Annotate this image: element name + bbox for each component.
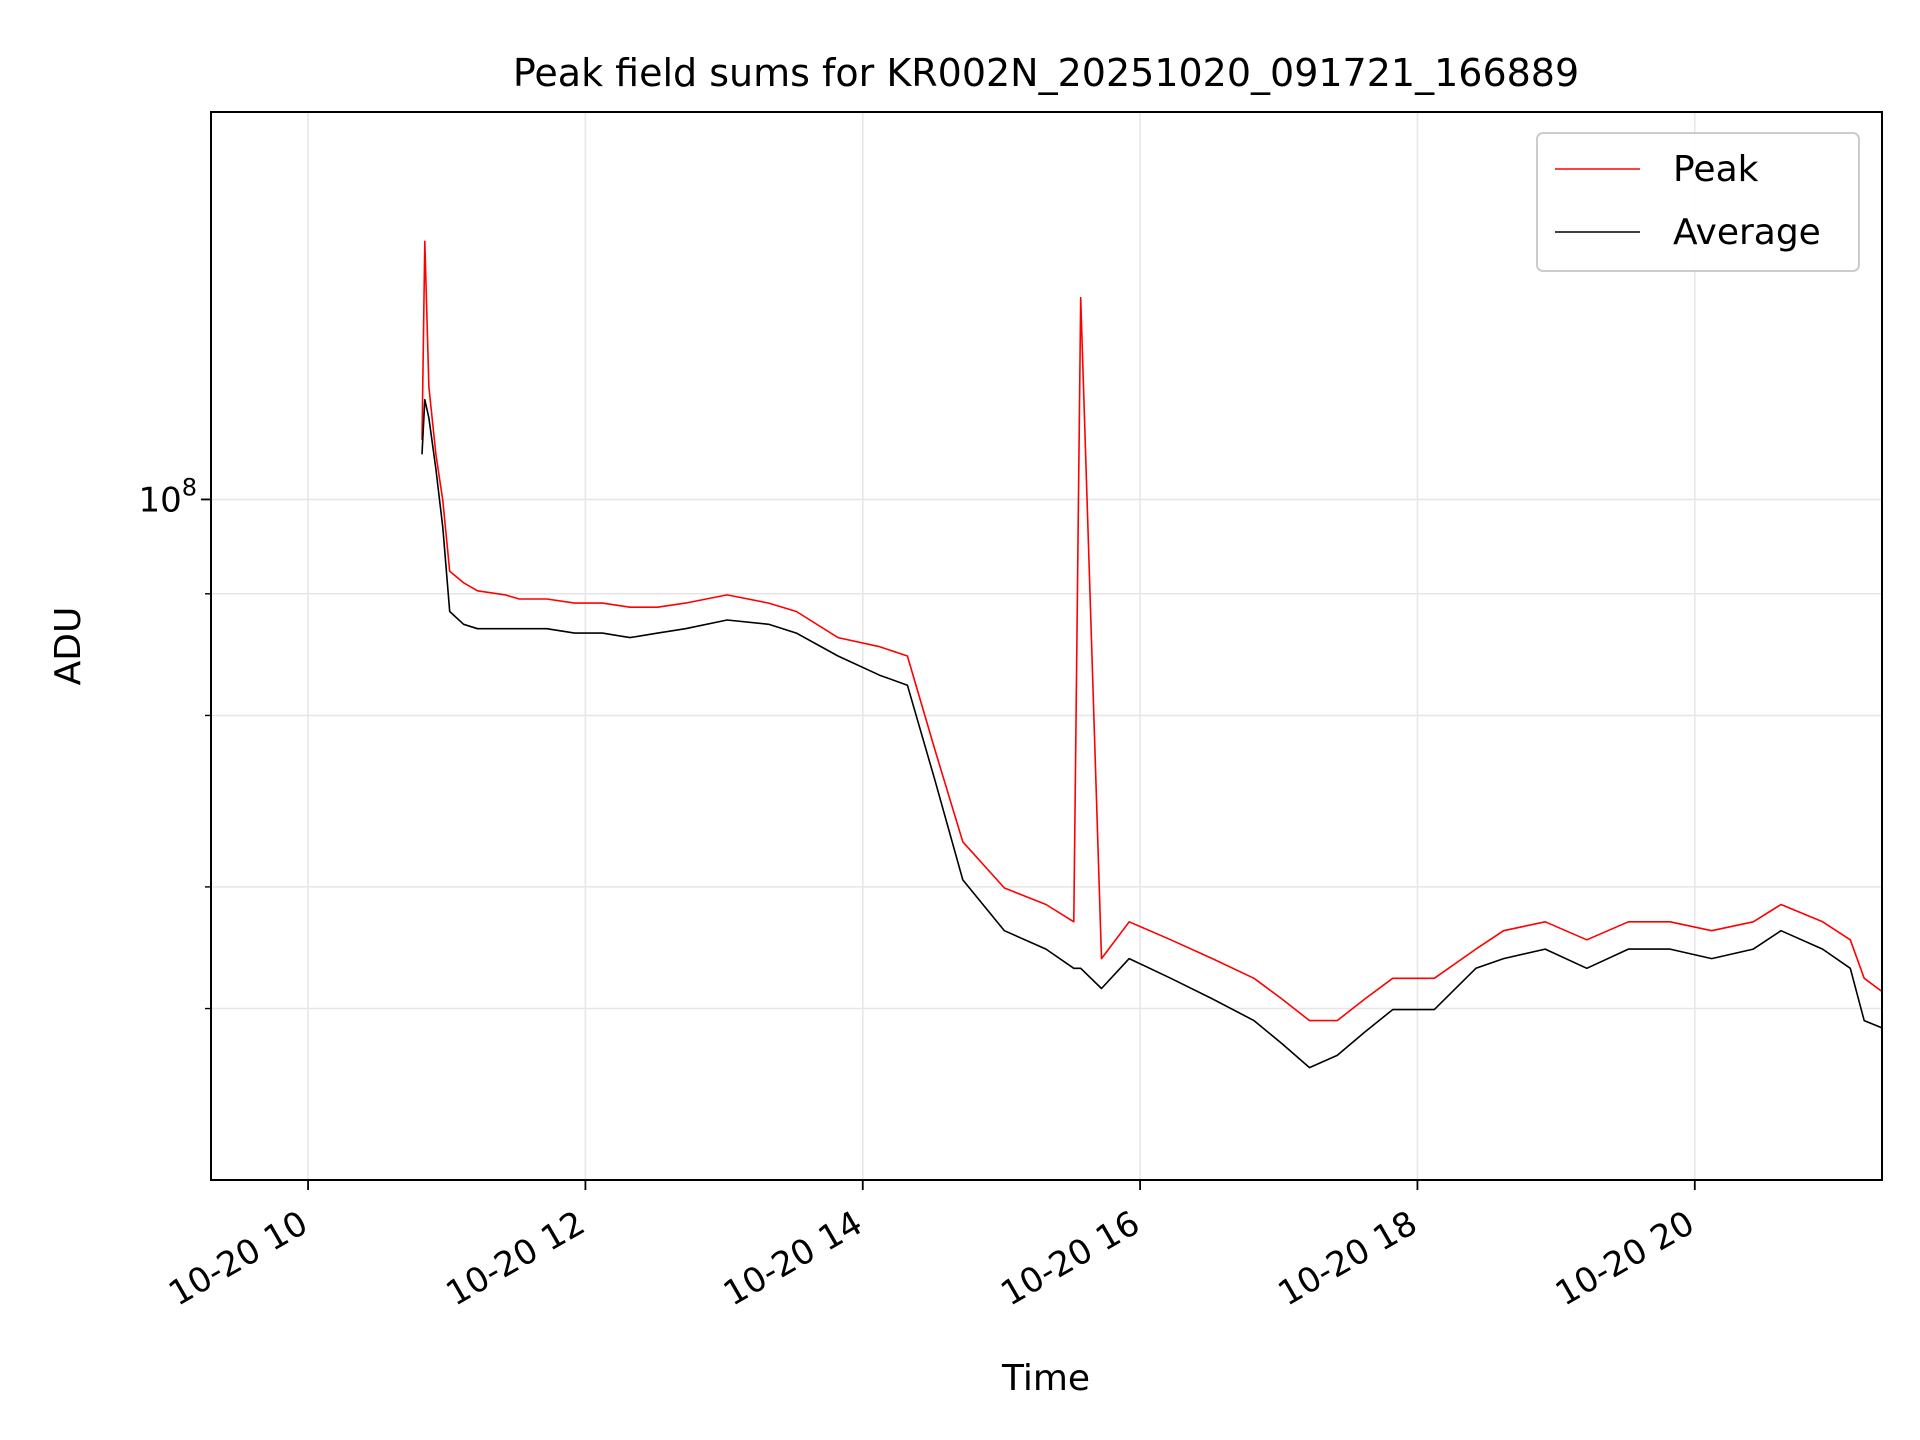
legend-label-peak: Peak: [1673, 149, 1759, 190]
chart-title: Peak field sums for KR002N_20251020_0917…: [513, 51, 1579, 95]
grid-lines: [211, 112, 1882, 1180]
x-axis-label: Time: [1001, 1358, 1090, 1399]
series-line-average: [421, 398, 1882, 1069]
y-axis-label: ADU: [48, 607, 89, 686]
legend: Peak Average: [1536, 132, 1860, 272]
legend-box: [1536, 132, 1860, 272]
plot-frame: [210, 111, 1883, 1181]
series-line-peak: [421, 240, 1882, 1022]
y-tick-label: 108: [138, 473, 197, 520]
legend-label-average: Average: [1673, 212, 1821, 253]
plot-area: [421, 240, 1882, 1069]
